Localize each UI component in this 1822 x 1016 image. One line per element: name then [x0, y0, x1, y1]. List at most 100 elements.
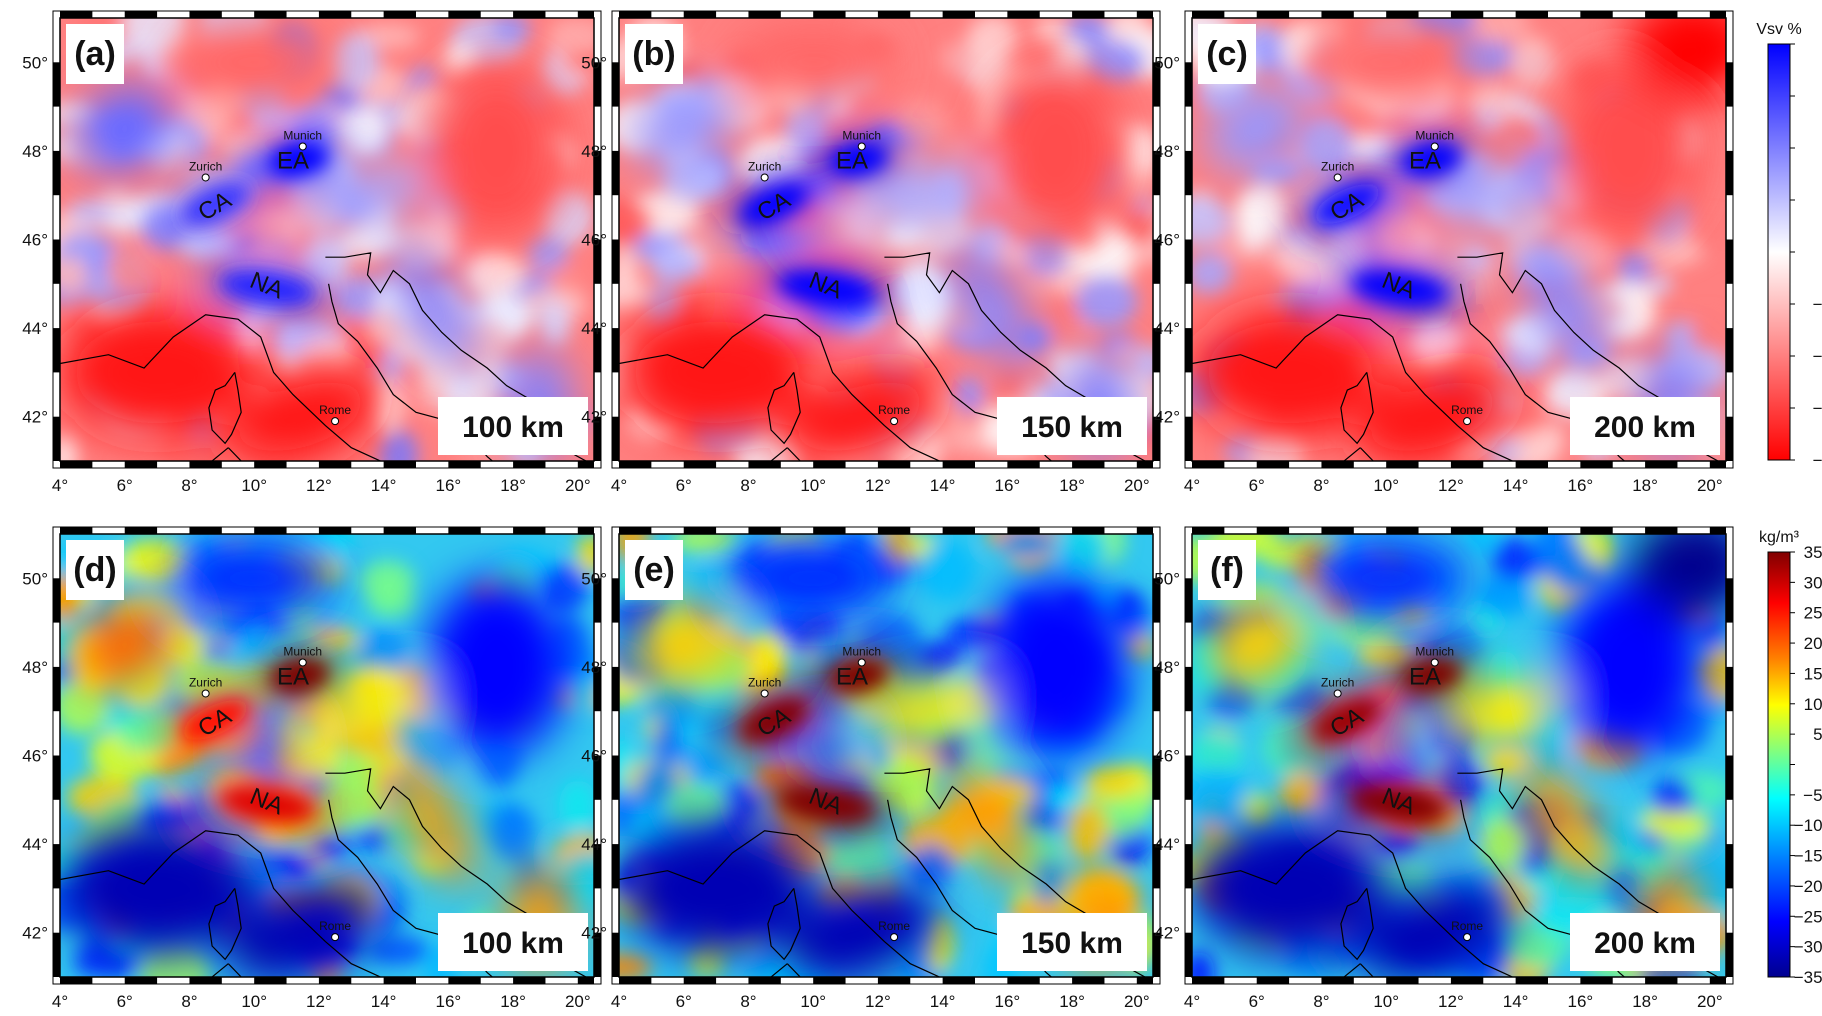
city-label: Rome	[878, 919, 910, 933]
depth-label: 200 km	[1594, 927, 1696, 960]
panel-letter-box	[625, 540, 683, 600]
lon-tick-label: 4°	[52, 476, 68, 495]
lon-tick-label: 8°	[181, 476, 197, 495]
city-marker	[331, 417, 340, 426]
panel-letter: (c)	[1206, 35, 1248, 73]
lon-tick-label: 10°	[1373, 476, 1399, 495]
lat-tick-label: 44°	[581, 319, 607, 338]
lon-tick-label: 16°	[436, 476, 462, 495]
lat-tick-label: 50°	[22, 569, 48, 588]
lon-tick-label: 8°	[1313, 476, 1329, 495]
lon-tick-label: 20°	[565, 992, 591, 1011]
lat-tick-label: 46°	[1154, 231, 1180, 250]
lon-tick-label: 6°	[117, 992, 133, 1011]
lat-tick-label: 48°	[1154, 658, 1180, 677]
depth-label: 200 km	[1594, 411, 1696, 444]
city-marker	[201, 173, 210, 182]
colorbar-tick-label: 100	[1804, 695, 1822, 714]
city-label: Munich	[1415, 644, 1454, 658]
region-label: EA	[1409, 148, 1441, 175]
region-label: EA	[277, 664, 309, 691]
lon-tick-label: 10°	[241, 992, 267, 1011]
depth-label-box	[438, 913, 588, 971]
colorbar-tick-label: −350	[1794, 968, 1822, 987]
city-marker	[1463, 933, 1472, 942]
lon-tick-label: 20°	[1697, 476, 1723, 495]
colorbar-tick-label: −150	[1794, 847, 1822, 866]
lat-tick-label: 44°	[1154, 835, 1180, 854]
lon-tick-label: 20°	[1124, 992, 1150, 1011]
city-marker	[1333, 689, 1342, 698]
region-label: EA	[1409, 664, 1441, 691]
lon-tick-label: 6°	[117, 476, 133, 495]
lon-tick-label: 20°	[1697, 992, 1723, 1011]
colorbar-title: kg/m³	[1759, 529, 1800, 546]
colorbar-tick-label: −50	[1803, 786, 1822, 805]
region-label: EA	[836, 664, 868, 691]
city-label: Rome	[1451, 403, 1483, 417]
city-label: Zurich	[748, 159, 781, 173]
city-label: Zurich	[1321, 675, 1354, 689]
lon-tick-label: 16°	[995, 476, 1021, 495]
city-label: Zurich	[189, 159, 222, 173]
city-label: Rome	[1451, 919, 1483, 933]
depth-label: 150 km	[1021, 411, 1123, 444]
panel-letter-box	[625, 24, 683, 84]
colorbar-title: Vsv %	[1756, 21, 1801, 38]
colorbar-tick-label: 150	[1804, 664, 1822, 683]
lon-tick-label: 4°	[52, 992, 68, 1011]
city-label: Munich	[842, 128, 881, 142]
panel-letter-box	[66, 24, 124, 84]
lon-tick-label: 10°	[1373, 992, 1399, 1011]
depth-label-box	[997, 397, 1147, 455]
colorbar-tick-label: −4	[1813, 347, 1822, 366]
city-marker	[331, 933, 340, 942]
lon-tick-label: 14°	[371, 992, 397, 1011]
lon-tick-label: 18°	[500, 476, 526, 495]
lon-tick-label: 4°	[611, 476, 627, 495]
lat-tick-label: 42°	[581, 408, 607, 427]
panel-letter-box	[1198, 24, 1256, 84]
panel-letter-box	[1198, 540, 1256, 600]
panel-letter: (b)	[632, 35, 675, 73]
lat-tick-label: 42°	[1154, 924, 1180, 943]
colorbar-tick-label: −8	[1813, 451, 1822, 470]
lat-tick-label: 44°	[1154, 319, 1180, 338]
depth-label-box	[438, 397, 588, 455]
city-marker	[298, 142, 307, 151]
colorbar-tick-label: −2	[1813, 295, 1822, 314]
lon-tick-label: 8°	[181, 992, 197, 1011]
city-marker	[890, 417, 899, 426]
lon-tick-label: 20°	[565, 476, 591, 495]
panel-letter: (d)	[73, 551, 116, 589]
lat-tick-label: 50°	[1154, 53, 1180, 72]
colorbar-tick-label: −6	[1813, 399, 1822, 418]
lat-tick-label: 44°	[581, 835, 607, 854]
city-label: Munich	[283, 128, 322, 142]
panel-letter-box	[66, 540, 124, 600]
lon-tick-label: 14°	[930, 992, 956, 1011]
lat-tick-label: 48°	[22, 658, 48, 677]
lon-tick-label: 8°	[740, 992, 756, 1011]
lon-tick-label: 12°	[306, 992, 332, 1011]
city-label: Munich	[842, 644, 881, 658]
lon-tick-label: 12°	[1438, 476, 1464, 495]
city-label: Zurich	[748, 675, 781, 689]
lon-tick-label: 6°	[676, 992, 692, 1011]
lat-tick-label: 44°	[22, 319, 48, 338]
city-marker	[1430, 658, 1439, 667]
lon-tick-label: 8°	[740, 476, 756, 495]
colorbar-tick-label: 200	[1804, 634, 1822, 653]
lon-tick-label: 18°	[1059, 992, 1085, 1011]
colorbar-tick-label: 50	[1813, 725, 1822, 744]
lon-tick-label: 4°	[1184, 992, 1200, 1011]
lon-tick-label: 16°	[995, 992, 1021, 1011]
lat-tick-label: 50°	[581, 569, 607, 588]
panel-letter: (e)	[633, 551, 675, 589]
panel-letter: (a)	[74, 35, 116, 73]
city-marker	[201, 689, 210, 698]
